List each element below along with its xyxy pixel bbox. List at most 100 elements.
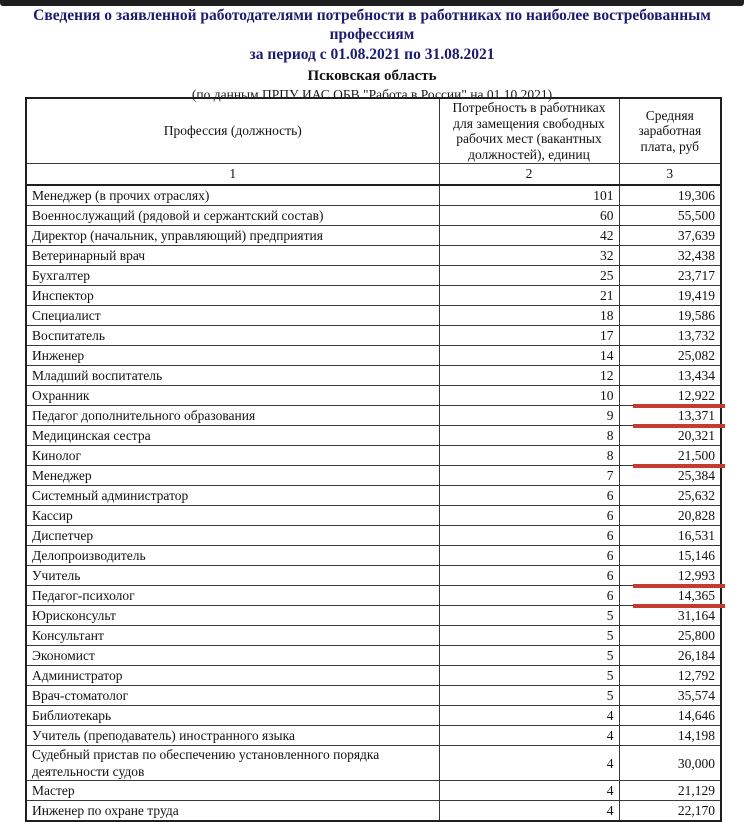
- demand-cell: 14: [438, 345, 620, 366]
- salary-value: 19,419: [677, 288, 715, 303]
- demand-cell: 32: [438, 245, 620, 266]
- salary-cell: 25,800: [618, 625, 722, 646]
- demand-cell: 5: [438, 625, 620, 646]
- profession-cell: Кассир: [25, 505, 440, 526]
- period-line: за период с 01.08.2021 по 31.08.2021: [249, 46, 495, 63]
- salary-cell: 19,586: [618, 305, 722, 326]
- salary-value: 16,531: [677, 528, 715, 543]
- table-row: Педагог-психолог 6 14,365: [25, 585, 725, 608]
- salary-value: 31,164: [677, 608, 715, 623]
- table-row: Экономист 5 26,184: [25, 645, 722, 666]
- profession-cell: Ветеринарный врач: [25, 245, 440, 266]
- salary-cell: 14,365: [618, 585, 725, 608]
- table-row: Учитель 6 12,993: [25, 565, 725, 588]
- salary-cell: 20,321: [618, 425, 722, 446]
- region-line: Псковская область: [307, 68, 437, 84]
- salary-value: 21,129: [677, 783, 715, 798]
- table-row: Инспектор 21 19,419: [25, 285, 722, 306]
- profession-cell: Директор (начальник, управляющий) предпр…: [25, 225, 440, 246]
- profession-cell: Врач-стоматолог: [25, 685, 440, 706]
- table-row: Бухгалтер 25 23,717: [25, 265, 722, 286]
- table-header-row: Профессия (должность) Потребность в рабо…: [25, 97, 722, 164]
- profession-cell: Системный администратор: [25, 485, 440, 506]
- table-row: Менеджер (в прочих отраслях) 101 19,306: [25, 184, 722, 206]
- table-row: Специалист 18 19,586: [25, 305, 722, 326]
- salary-cell: 25,082: [618, 345, 722, 366]
- demand-cell: 9: [438, 405, 620, 426]
- demand-cell: 42: [438, 225, 620, 246]
- demand-cell: 6: [438, 585, 620, 606]
- column-header-profession: Профессия (должность): [25, 97, 440, 164]
- salary-value: 25,632: [677, 488, 715, 503]
- salary-cell: 13,434: [618, 365, 722, 386]
- profession-cell: Охранник: [25, 385, 440, 406]
- profession-cell: Воспитатель: [25, 325, 440, 346]
- demand-cell: 4: [438, 705, 620, 726]
- table-row: Диспетчер 6 16,531: [25, 525, 722, 546]
- table-row: Охранник 10 12,922: [25, 385, 725, 408]
- demand-cell: 6: [438, 545, 620, 566]
- salary-value: 20,321: [677, 428, 715, 443]
- salary-cell: 30,000: [618, 745, 722, 781]
- table-row: Библиотекарь 4 14,646: [25, 705, 722, 726]
- profession-cell: Экономист: [25, 645, 440, 666]
- salary-value: 22,170: [677, 803, 715, 818]
- demand-cell: 6: [438, 565, 620, 586]
- salary-value: 19,306: [677, 188, 715, 203]
- demand-cell: 4: [438, 725, 620, 746]
- table-row: Судебный пристав по обеспечению установл…: [25, 745, 722, 781]
- salary-value: 13,732: [677, 328, 715, 343]
- demand-cell: 8: [438, 425, 620, 446]
- table-row: Кассир 6 20,828: [25, 505, 722, 526]
- table-row: Врач-стоматолог 5 35,574: [25, 685, 722, 706]
- top-window-bar: [0, 0, 744, 6]
- profession-cell: Специалист: [25, 305, 440, 326]
- profession-cell: Учитель (преподаватель) иностранного язы…: [25, 725, 440, 746]
- profession-cell: Мастер: [25, 780, 440, 801]
- demand-cell: 12: [438, 365, 620, 386]
- salary-value: 12,993: [677, 568, 715, 583]
- salary-cell: 25,384: [618, 465, 722, 486]
- salary-value: 14,198: [677, 728, 715, 743]
- salary-cell: 37,639: [618, 225, 722, 246]
- salary-cell: 12,922: [618, 385, 725, 408]
- profession-cell: Медицинская сестра: [25, 425, 440, 446]
- salary-value: 13,434: [677, 368, 715, 383]
- table-row: Учитель (преподаватель) иностранного язы…: [25, 725, 722, 746]
- demand-cell: 8: [438, 445, 620, 466]
- demand-cell: 4: [438, 800, 620, 822]
- salary-value: 12,922: [677, 388, 715, 403]
- salary-value: 19,586: [677, 308, 715, 323]
- table-row: Медицинская сестра 8 20,321: [25, 425, 722, 446]
- demand-cell: 60: [438, 205, 620, 226]
- profession-cell: Военнослужащий (рядовой и сержантский со…: [25, 205, 440, 226]
- salary-value: 25,082: [677, 348, 715, 363]
- demand-cell: 4: [438, 780, 620, 801]
- demand-cell: 6: [438, 485, 620, 506]
- salary-value: 30,000: [677, 755, 715, 771]
- salary-cell: 20,828: [618, 505, 722, 526]
- salary-cell: 32,438: [618, 245, 722, 266]
- profession-cell: Инженер по охране труда: [25, 800, 440, 822]
- demand-cell: 6: [438, 525, 620, 546]
- salary-cell: 21,500: [618, 445, 725, 468]
- salary-cell: 19,419: [618, 285, 722, 306]
- salary-cell: 16,531: [618, 525, 722, 546]
- salary-cell: 23,717: [618, 265, 722, 286]
- profession-cell: Юрисконсульт: [25, 605, 440, 626]
- table-row: Инженер по охране труда 4 22,170: [25, 800, 722, 822]
- red-underline-mark: [633, 604, 725, 608]
- table-row: Делопроизводитель 6 15,146: [25, 545, 722, 566]
- demand-cell: 101: [438, 184, 620, 206]
- table-row: Инженер 14 25,082: [25, 345, 722, 366]
- salary-cell: 14,198: [618, 725, 722, 746]
- table-row: Администратор 5 12,792: [25, 665, 722, 686]
- salary-cell: 13,371: [618, 405, 725, 428]
- demand-cell: 7: [438, 465, 620, 486]
- salary-value: 55,500: [677, 208, 715, 223]
- profession-cell: Учитель: [25, 565, 440, 586]
- professions-demand-table: Профессия (должность) Потребность в рабо…: [25, 97, 725, 822]
- salary-value: 25,384: [677, 468, 715, 483]
- page-title: Сведения о заявленной работодателями пот…: [33, 7, 711, 43]
- column-number-3: 3: [618, 163, 722, 186]
